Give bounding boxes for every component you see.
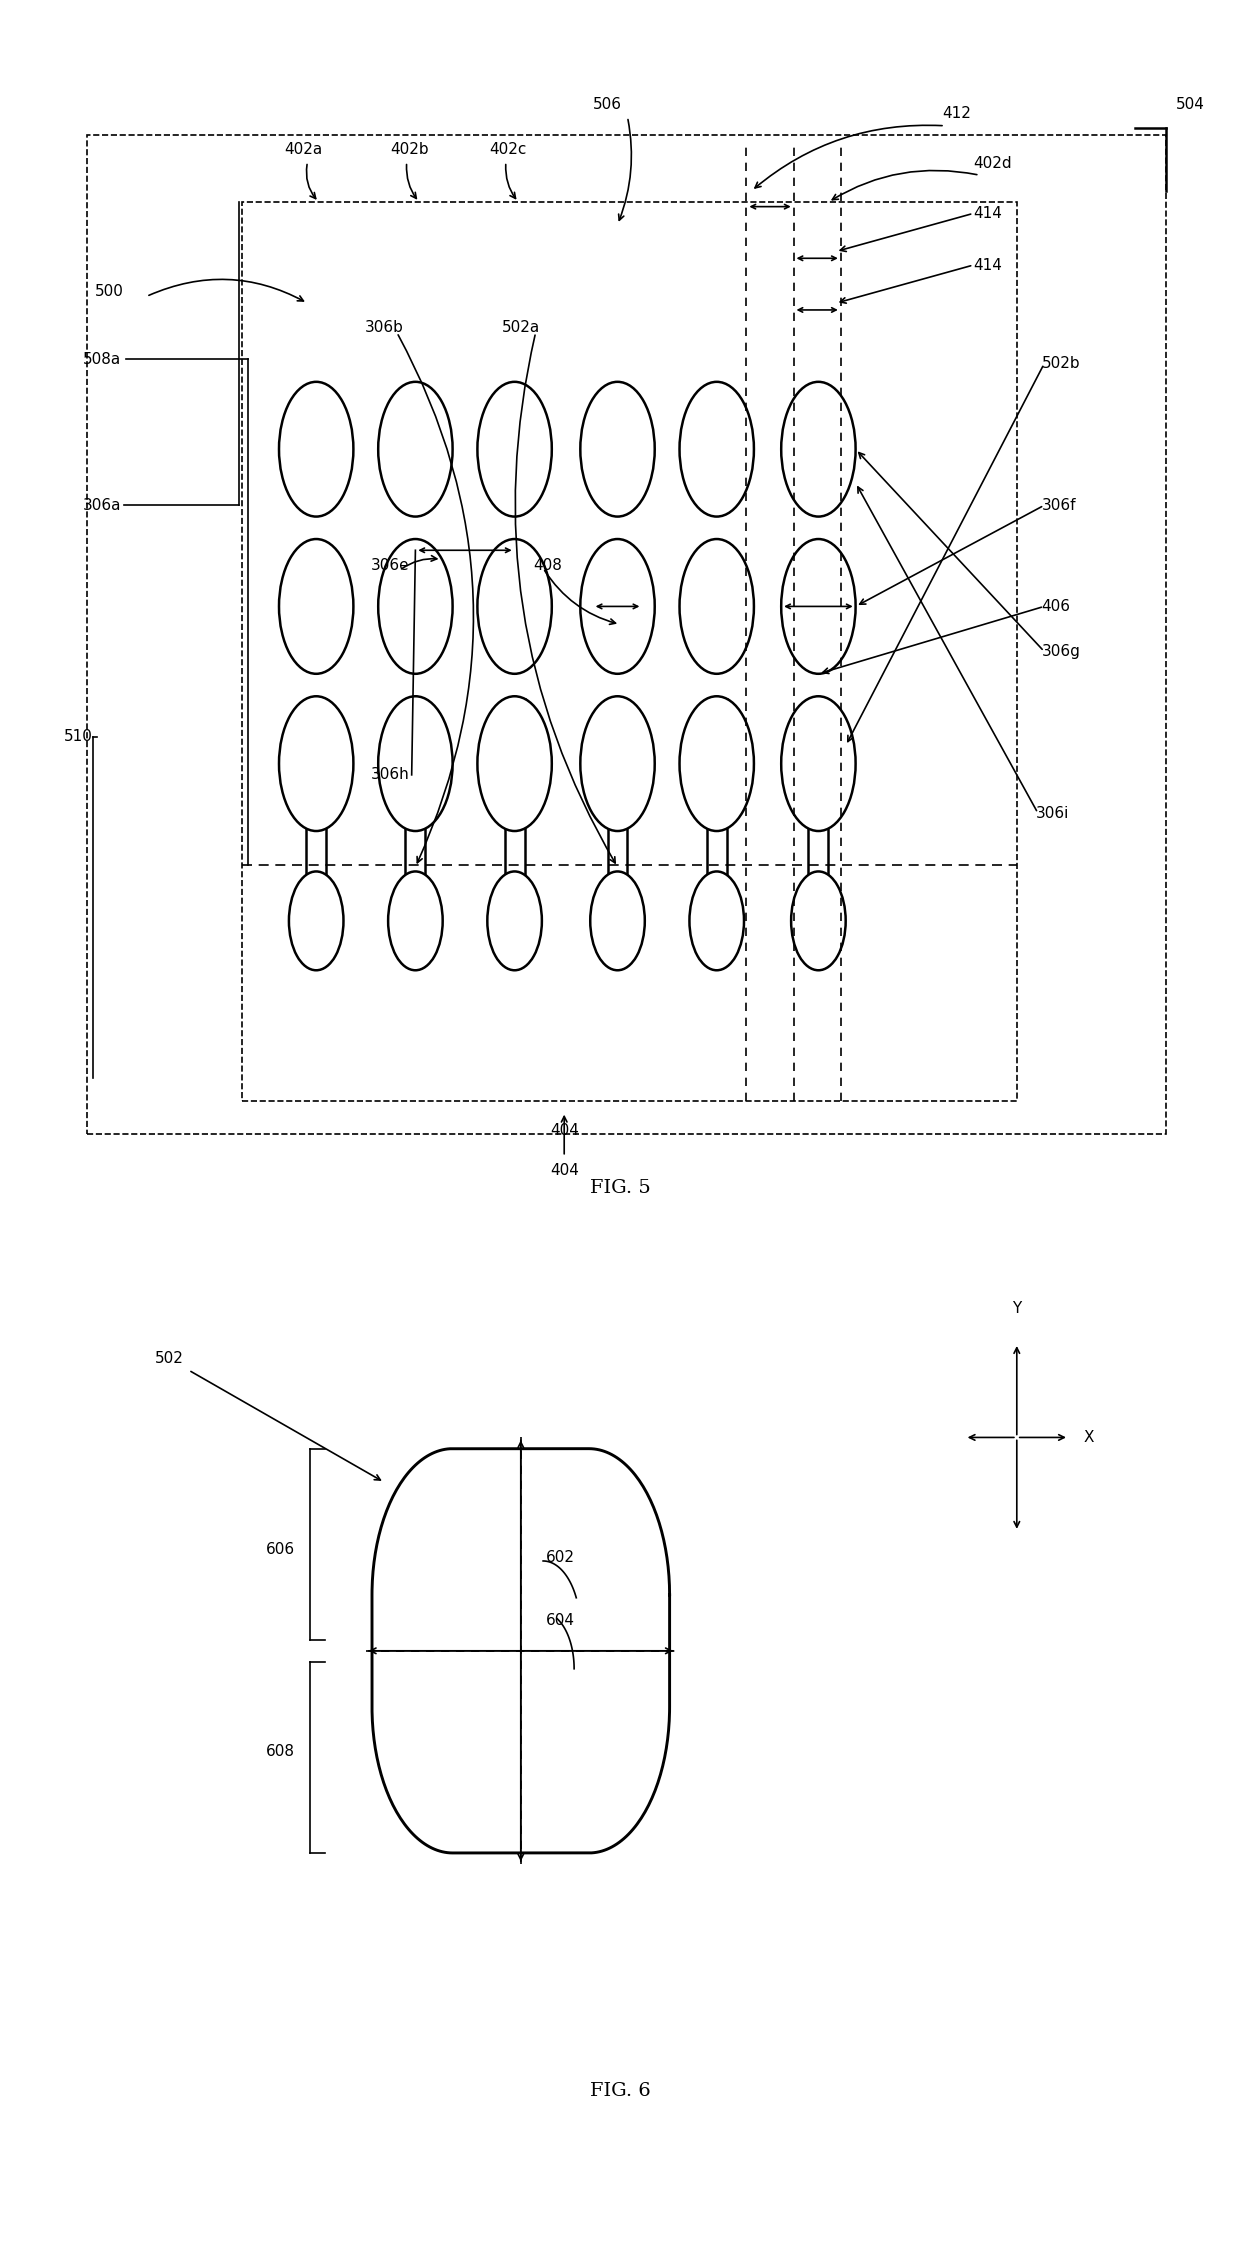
Text: 306i: 306i: [1035, 806, 1069, 820]
Text: 502: 502: [155, 1352, 184, 1366]
Circle shape: [378, 696, 453, 831]
Circle shape: [680, 382, 754, 517]
Circle shape: [781, 539, 856, 674]
Text: 306g: 306g: [1042, 645, 1080, 658]
Text: FIG. 5: FIG. 5: [590, 1179, 650, 1197]
Text: 502b: 502b: [1042, 357, 1080, 371]
Text: 402a: 402a: [285, 141, 322, 157]
Text: 306f: 306f: [1042, 499, 1076, 512]
Text: 502a: 502a: [502, 321, 539, 335]
Text: 602: 602: [546, 1550, 574, 1565]
Circle shape: [279, 696, 353, 831]
Text: 404: 404: [549, 1123, 579, 1139]
Circle shape: [487, 871, 542, 970]
Circle shape: [680, 539, 754, 674]
Bar: [242, 202, 1017, 1101]
Bar: [505, 699, 525, 878]
Text: 402b: 402b: [389, 141, 429, 157]
Text: 606: 606: [267, 1543, 295, 1556]
Bar: [306, 699, 326, 878]
Text: FIG. 6: FIG. 6: [590, 2082, 650, 2100]
Circle shape: [477, 382, 552, 517]
Text: 306h: 306h: [371, 768, 409, 782]
Text: 306b: 306b: [365, 321, 404, 335]
Circle shape: [580, 696, 655, 831]
Circle shape: [580, 382, 655, 517]
Bar: [808, 699, 828, 878]
Text: 412: 412: [942, 106, 971, 121]
Circle shape: [680, 696, 754, 831]
Text: X: X: [1084, 1431, 1094, 1444]
Text: 406: 406: [1042, 600, 1070, 613]
Circle shape: [289, 871, 343, 970]
Circle shape: [590, 871, 645, 970]
Bar: [87, 135, 1166, 1134]
Circle shape: [580, 539, 655, 674]
Text: 404: 404: [549, 1163, 579, 1179]
Text: 414: 414: [973, 207, 1002, 220]
Text: 306a: 306a: [83, 499, 122, 512]
Circle shape: [477, 539, 552, 674]
Circle shape: [378, 382, 453, 517]
Text: 414: 414: [973, 258, 1002, 272]
Text: 500: 500: [95, 285, 124, 299]
Text: 508a: 508a: [83, 353, 122, 366]
Text: 604: 604: [546, 1613, 574, 1628]
Circle shape: [279, 382, 353, 517]
Circle shape: [689, 871, 744, 970]
Circle shape: [791, 871, 846, 970]
Bar: [405, 699, 425, 878]
Text: 504: 504: [1176, 97, 1204, 112]
Text: 608: 608: [267, 1745, 295, 1759]
Circle shape: [781, 696, 856, 831]
Text: 306e: 306e: [371, 559, 410, 573]
Circle shape: [477, 696, 552, 831]
Circle shape: [388, 871, 443, 970]
Circle shape: [279, 539, 353, 674]
Text: Y: Y: [1012, 1300, 1022, 1316]
Text: 402d: 402d: [973, 155, 1012, 171]
Bar: [608, 699, 627, 878]
Circle shape: [781, 382, 856, 517]
Text: 408: 408: [533, 559, 562, 573]
Bar: [707, 699, 727, 878]
Text: 510: 510: [64, 730, 93, 743]
Text: 402c: 402c: [490, 141, 527, 157]
Circle shape: [378, 539, 453, 674]
Text: 506: 506: [593, 97, 622, 112]
